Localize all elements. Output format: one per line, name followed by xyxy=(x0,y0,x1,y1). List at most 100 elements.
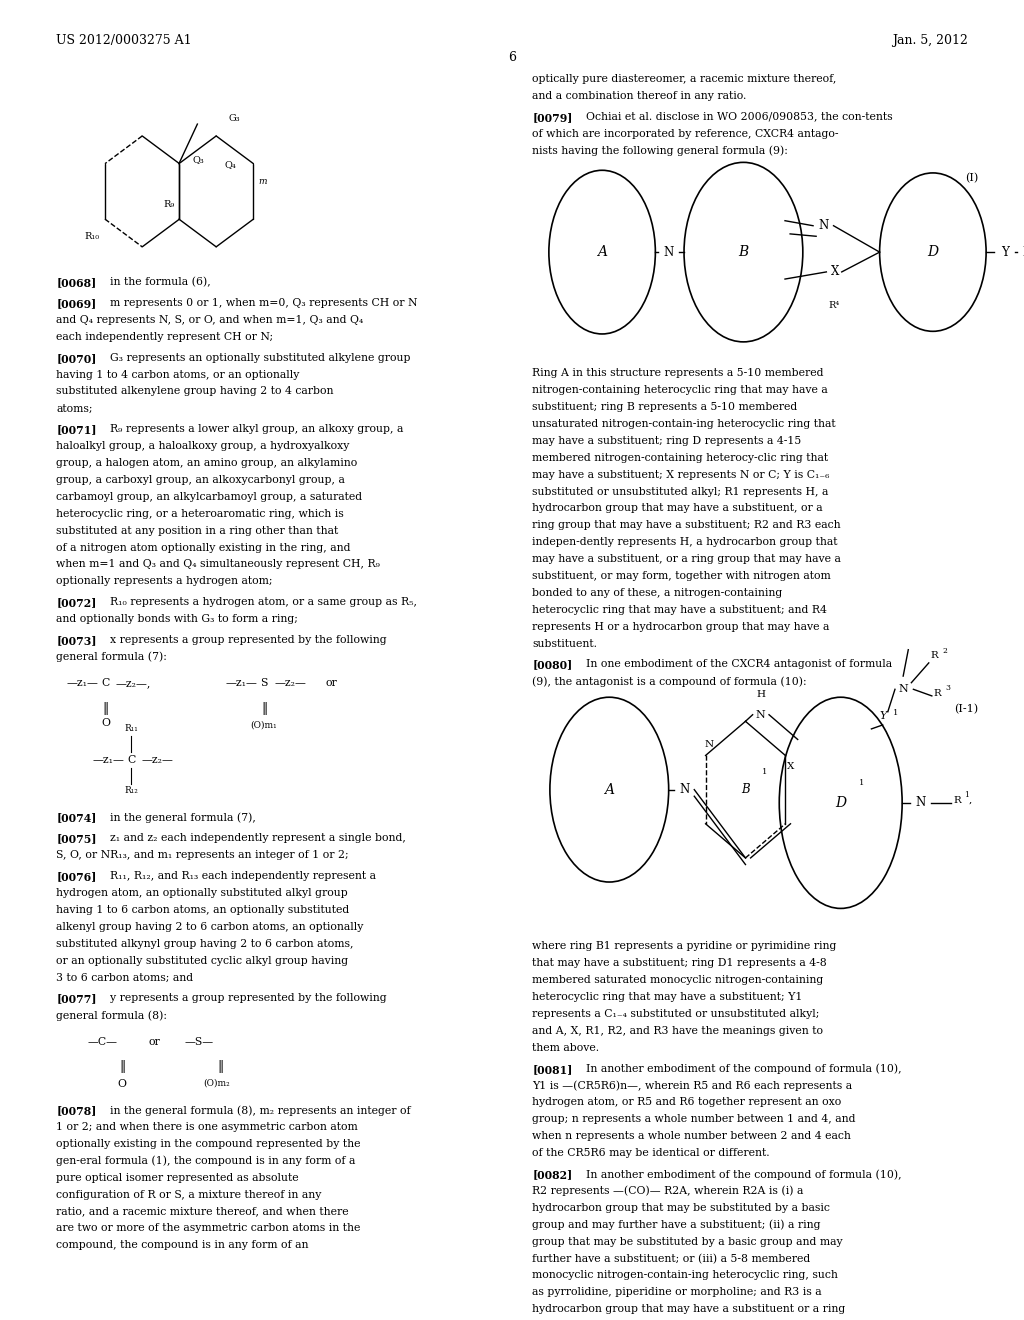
Text: hydrocarbon group that may be substituted by a basic: hydrocarbon group that may be substitute… xyxy=(532,1203,830,1213)
Text: bonded to any of these, a nitrogen-containing: bonded to any of these, a nitrogen-conta… xyxy=(532,587,782,598)
Text: [0068]: [0068] xyxy=(56,277,96,288)
Text: —S—: —S— xyxy=(184,1036,213,1047)
Text: them above.: them above. xyxy=(532,1043,600,1053)
Text: 1 or 2; and when there is one asymmetric carbon atom: 1 or 2; and when there is one asymmetric… xyxy=(56,1122,358,1133)
Text: C: C xyxy=(127,755,135,764)
Text: or: or xyxy=(326,678,337,688)
Text: R₁₂: R₁₂ xyxy=(124,787,138,795)
Text: R₁₀ represents a hydrogen atom, or a same group as R₅,: R₁₀ represents a hydrogen atom, or a sam… xyxy=(110,597,417,607)
Text: optically pure diastereomer, a racemic mixture thereof,: optically pure diastereomer, a racemic m… xyxy=(532,74,837,84)
Text: and a combination thereof in any ratio.: and a combination thereof in any ratio. xyxy=(532,91,746,100)
Text: N: N xyxy=(756,710,766,719)
Text: substituent; ring B represents a 5-10 membered: substituent; ring B represents a 5-10 me… xyxy=(532,403,798,412)
Text: substituted alkynyl group having 2 to 6 carbon atoms,: substituted alkynyl group having 2 to 6 … xyxy=(56,939,354,949)
Text: Ring A in this structure represents a 5-10 membered: Ring A in this structure represents a 5-… xyxy=(532,368,824,379)
Text: Y: Y xyxy=(879,711,887,721)
Text: having 1 to 6 carbon atoms, an optionally substituted: having 1 to 6 carbon atoms, an optionall… xyxy=(56,906,349,915)
Text: in the formula (6),: in the formula (6), xyxy=(110,277,210,288)
Text: R: R xyxy=(931,651,939,660)
Text: —z₁—: —z₁— xyxy=(67,678,98,688)
Text: of which are incorporated by reference, CXCR4 antago-: of which are incorporated by reference, … xyxy=(532,128,839,139)
Text: R⁴: R⁴ xyxy=(828,301,839,310)
Text: N: N xyxy=(705,741,713,748)
Text: O: O xyxy=(101,718,110,727)
Text: In another embodiment of the compound of formula (10),: In another embodiment of the compound of… xyxy=(586,1170,901,1180)
Text: Jan. 5, 2012: Jan. 5, 2012 xyxy=(892,34,968,48)
Text: N: N xyxy=(915,796,926,809)
Text: G₃ represents an optionally substituted alkylene group: G₃ represents an optionally substituted … xyxy=(110,352,410,363)
Text: and A, X, R1, R2, and R3 have the meanings given to: and A, X, R1, R2, and R3 have the meanin… xyxy=(532,1026,823,1036)
Text: B: B xyxy=(738,246,749,259)
Text: Q₃: Q₃ xyxy=(193,156,205,165)
Text: m represents 0 or 1, when m=0, Q₃ represents CH or N: m represents 0 or 1, when m=0, Q₃ repres… xyxy=(110,298,417,308)
Text: H: H xyxy=(757,690,765,698)
Text: x represents a group represented by the following: x represents a group represented by the … xyxy=(110,635,386,645)
Text: [0075]: [0075] xyxy=(56,833,97,845)
Text: 3: 3 xyxy=(945,684,950,692)
Text: ‖: ‖ xyxy=(120,1060,126,1073)
Text: membered nitrogen-containing heterocy-clic ring that: membered nitrogen-containing heterocy-cl… xyxy=(532,453,828,463)
Text: (O)m₁: (O)m₁ xyxy=(250,721,276,729)
Text: 1: 1 xyxy=(762,768,767,776)
Text: z₁ and z₂ each independently represent a single bond,: z₁ and z₂ each independently represent a… xyxy=(110,833,406,843)
Text: R: R xyxy=(934,689,942,698)
Text: —z₂—: —z₂— xyxy=(141,755,173,764)
Text: or an optionally substituted cyclic alkyl group having: or an optionally substituted cyclic alky… xyxy=(56,956,348,966)
Text: of the CR5R6 may be identical or different.: of the CR5R6 may be identical or differe… xyxy=(532,1148,770,1158)
Text: or: or xyxy=(148,1036,160,1047)
Text: may have a substituent; X represents N or C; Y is C₁₋₆: may have a substituent; X represents N o… xyxy=(532,470,829,479)
Text: 1: 1 xyxy=(965,791,970,799)
Text: N: N xyxy=(664,246,674,259)
Text: 1: 1 xyxy=(859,779,864,787)
Text: carbamoyl group, an alkylcarbamoyl group, a saturated: carbamoyl group, an alkylcarbamoyl group… xyxy=(56,492,362,502)
Text: [0073]: [0073] xyxy=(56,635,97,645)
Text: Ochiai et al. disclose in WO 2006/090853, the con-tents: Ochiai et al. disclose in WO 2006/090853… xyxy=(586,112,892,121)
Text: group, a halogen atom, an amino group, an alkylamino: group, a halogen atom, an amino group, a… xyxy=(56,458,357,469)
Text: (O)m₂: (O)m₂ xyxy=(203,1078,229,1088)
Text: N: N xyxy=(1022,246,1024,259)
Text: D: D xyxy=(928,246,938,259)
Text: C: C xyxy=(101,678,110,688)
Text: group and may further have a substituent; (ii) a ring: group and may further have a substituent… xyxy=(532,1220,821,1230)
Text: X: X xyxy=(831,265,840,279)
Text: In one embodiment of the CXCR4 antagonist of formula: In one embodiment of the CXCR4 antagonis… xyxy=(586,660,892,669)
Text: pure optical isomer represented as absolute: pure optical isomer represented as absol… xyxy=(56,1172,299,1183)
Text: N: N xyxy=(679,783,689,796)
Text: 3 to 6 carbon atoms; and: 3 to 6 carbon atoms; and xyxy=(56,973,194,982)
Text: S, O, or NR₁₃, and m₁ represents an integer of 1 or 2;: S, O, or NR₁₃, and m₁ represents an inte… xyxy=(56,850,349,861)
Text: nitrogen-containing heterocyclic ring that may have a: nitrogen-containing heterocyclic ring th… xyxy=(532,385,828,395)
Text: R₉ represents a lower alkyl group, an alkoxy group, a: R₉ represents a lower alkyl group, an al… xyxy=(110,424,402,434)
Text: group; n represents a whole number between 1 and 4, and: group; n represents a whole number betwe… xyxy=(532,1114,856,1125)
Text: —z₂—: —z₂— xyxy=(274,678,306,688)
Text: hydrogen atom, or R5 and R6 together represent an oxo: hydrogen atom, or R5 and R6 together rep… xyxy=(532,1097,842,1107)
Text: of a nitrogen atom optionally existing in the ring, and: of a nitrogen atom optionally existing i… xyxy=(56,543,351,553)
Text: US 2012/0003275 A1: US 2012/0003275 A1 xyxy=(56,34,191,48)
Text: heterocyclic ring that may have a substituent; Y1: heterocyclic ring that may have a substi… xyxy=(532,993,803,1002)
Text: membered saturated monocyclic nitrogen-containing: membered saturated monocyclic nitrogen-c… xyxy=(532,975,823,985)
Text: alkenyl group having 2 to 6 carbon atoms, an optionally: alkenyl group having 2 to 6 carbon atoms… xyxy=(56,921,364,932)
Text: indepen-dently represents H, a hydrocarbon group that: indepen-dently represents H, a hydrocarb… xyxy=(532,537,838,548)
Text: haloalkyl group, a haloalkoxy group, a hydroxyalkoxy: haloalkyl group, a haloalkoxy group, a h… xyxy=(56,441,349,451)
Text: A: A xyxy=(597,246,607,259)
Text: further have a substituent; or (iii) a 5-8 membered: further have a substituent; or (iii) a 5… xyxy=(532,1254,811,1263)
Text: when n represents a whole number between 2 and 4 each: when n represents a whole number between… xyxy=(532,1131,851,1142)
Text: having 1 to 4 carbon atoms, or an optionally: having 1 to 4 carbon atoms, or an option… xyxy=(56,370,300,380)
Text: hydrocarbon group that may have a substituent or a ring: hydrocarbon group that may have a substi… xyxy=(532,1304,846,1315)
Text: group that may be substituted by a basic group and may: group that may be substituted by a basic… xyxy=(532,1237,843,1246)
Text: as pyrrolidine, piperidine or morpholine; and R3 is a: as pyrrolidine, piperidine or morpholine… xyxy=(532,1287,822,1298)
Text: compound, the compound is in any form of an: compound, the compound is in any form of… xyxy=(56,1241,309,1250)
Text: —z₂—,: —z₂—, xyxy=(116,678,152,688)
Text: hydrogen atom, an optionally substituted alkyl group: hydrogen atom, an optionally substituted… xyxy=(56,888,348,898)
Text: ,: , xyxy=(969,796,972,805)
Text: substituted at any position in a ring other than that: substituted at any position in a ring ot… xyxy=(56,525,339,536)
Text: [0082]: [0082] xyxy=(532,1170,572,1180)
Text: R₁₁: R₁₁ xyxy=(124,725,138,734)
Text: heterocyclic ring that may have a substituent; and R4: heterocyclic ring that may have a substi… xyxy=(532,605,827,615)
Text: R₉: R₉ xyxy=(163,199,174,209)
Text: —C—: —C— xyxy=(87,1036,117,1047)
Text: ‖: ‖ xyxy=(261,702,267,714)
Text: In another embodiment of the compound of formula (10),: In another embodiment of the compound of… xyxy=(586,1064,901,1074)
Text: and Q₄ represents N, S, or O, and when m=1, Q₃ and Q₄: and Q₄ represents N, S, or O, and when m… xyxy=(56,315,364,325)
Text: [0076]: [0076] xyxy=(56,871,96,882)
Text: nists having the following general formula (9):: nists having the following general formu… xyxy=(532,145,788,156)
